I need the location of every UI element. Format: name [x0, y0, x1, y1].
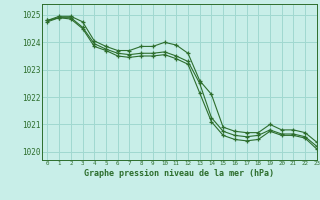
- X-axis label: Graphe pression niveau de la mer (hPa): Graphe pression niveau de la mer (hPa): [84, 169, 274, 178]
